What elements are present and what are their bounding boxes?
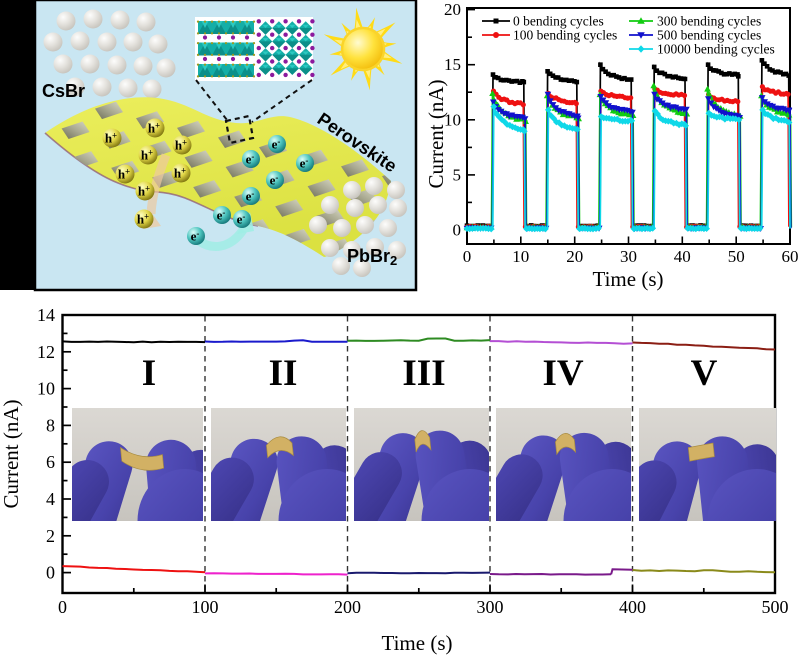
svg-text:300 bending cycles: 300 bending cycles: [657, 14, 761, 29]
svg-text:e-: e-: [246, 152, 255, 167]
svg-text:200: 200: [334, 597, 361, 617]
svg-text:100: 100: [192, 597, 219, 617]
svg-text:Time (s): Time (s): [382, 631, 453, 655]
svg-text:100 bending cycles: 100 bending cycles: [513, 28, 617, 43]
svg-text:Time (s): Time (s): [593, 267, 664, 291]
svg-text:10: 10: [444, 110, 461, 129]
svg-text:500: 500: [762, 597, 789, 617]
svg-text:e-: e-: [270, 173, 279, 188]
svg-text:500 bending cycles: 500 bending cycles: [657, 28, 761, 43]
svg-text:5: 5: [453, 165, 462, 184]
svg-text:10: 10: [512, 247, 529, 266]
svg-text:400: 400: [619, 597, 646, 617]
svg-text:60: 60: [782, 247, 799, 266]
svg-text:e-: e-: [237, 212, 246, 227]
svg-text:II: II: [269, 353, 298, 394]
svg-text:14: 14: [37, 305, 55, 325]
svg-text:e-: e-: [217, 208, 226, 223]
svg-text:IV: IV: [542, 353, 583, 394]
svg-text:10000 bending cycles: 10000 bending cycles: [657, 42, 775, 57]
svg-text:PbBr2: PbBr2: [347, 246, 397, 268]
svg-text:40: 40: [674, 247, 691, 266]
svg-text:III: III: [402, 353, 445, 394]
svg-text:0 bending cycles: 0 bending cycles: [513, 14, 604, 29]
svg-text:V: V: [691, 353, 718, 394]
svg-text:8: 8: [46, 415, 55, 435]
svg-text:0: 0: [58, 597, 67, 617]
svg-text:20: 20: [566, 247, 583, 266]
svg-text:300: 300: [477, 597, 504, 617]
svg-text:10: 10: [37, 379, 55, 399]
svg-text:15: 15: [444, 55, 461, 74]
svg-text:6: 6: [46, 452, 55, 472]
svg-text:4: 4: [46, 489, 55, 509]
svg-text:Current (nA): Current (nA): [0, 399, 23, 508]
svg-text:I: I: [142, 353, 156, 394]
svg-text:30: 30: [620, 247, 637, 266]
svg-text:0: 0: [46, 563, 55, 583]
svg-text:e-: e-: [300, 156, 309, 171]
svg-text:12: 12: [37, 342, 55, 362]
svg-text:50: 50: [728, 247, 745, 266]
svg-text:e-: e-: [246, 189, 255, 204]
svg-text:0: 0: [453, 221, 462, 240]
svg-text:20: 20: [444, 0, 461, 19]
svg-text:2: 2: [46, 526, 55, 546]
svg-text:e-: e-: [272, 137, 281, 152]
svg-text:e-: e-: [191, 229, 200, 244]
svg-text:Current (nA): Current (nA): [424, 79, 448, 188]
svg-text:0: 0: [463, 247, 472, 266]
svg-text:CsBr: CsBr: [42, 81, 85, 101]
